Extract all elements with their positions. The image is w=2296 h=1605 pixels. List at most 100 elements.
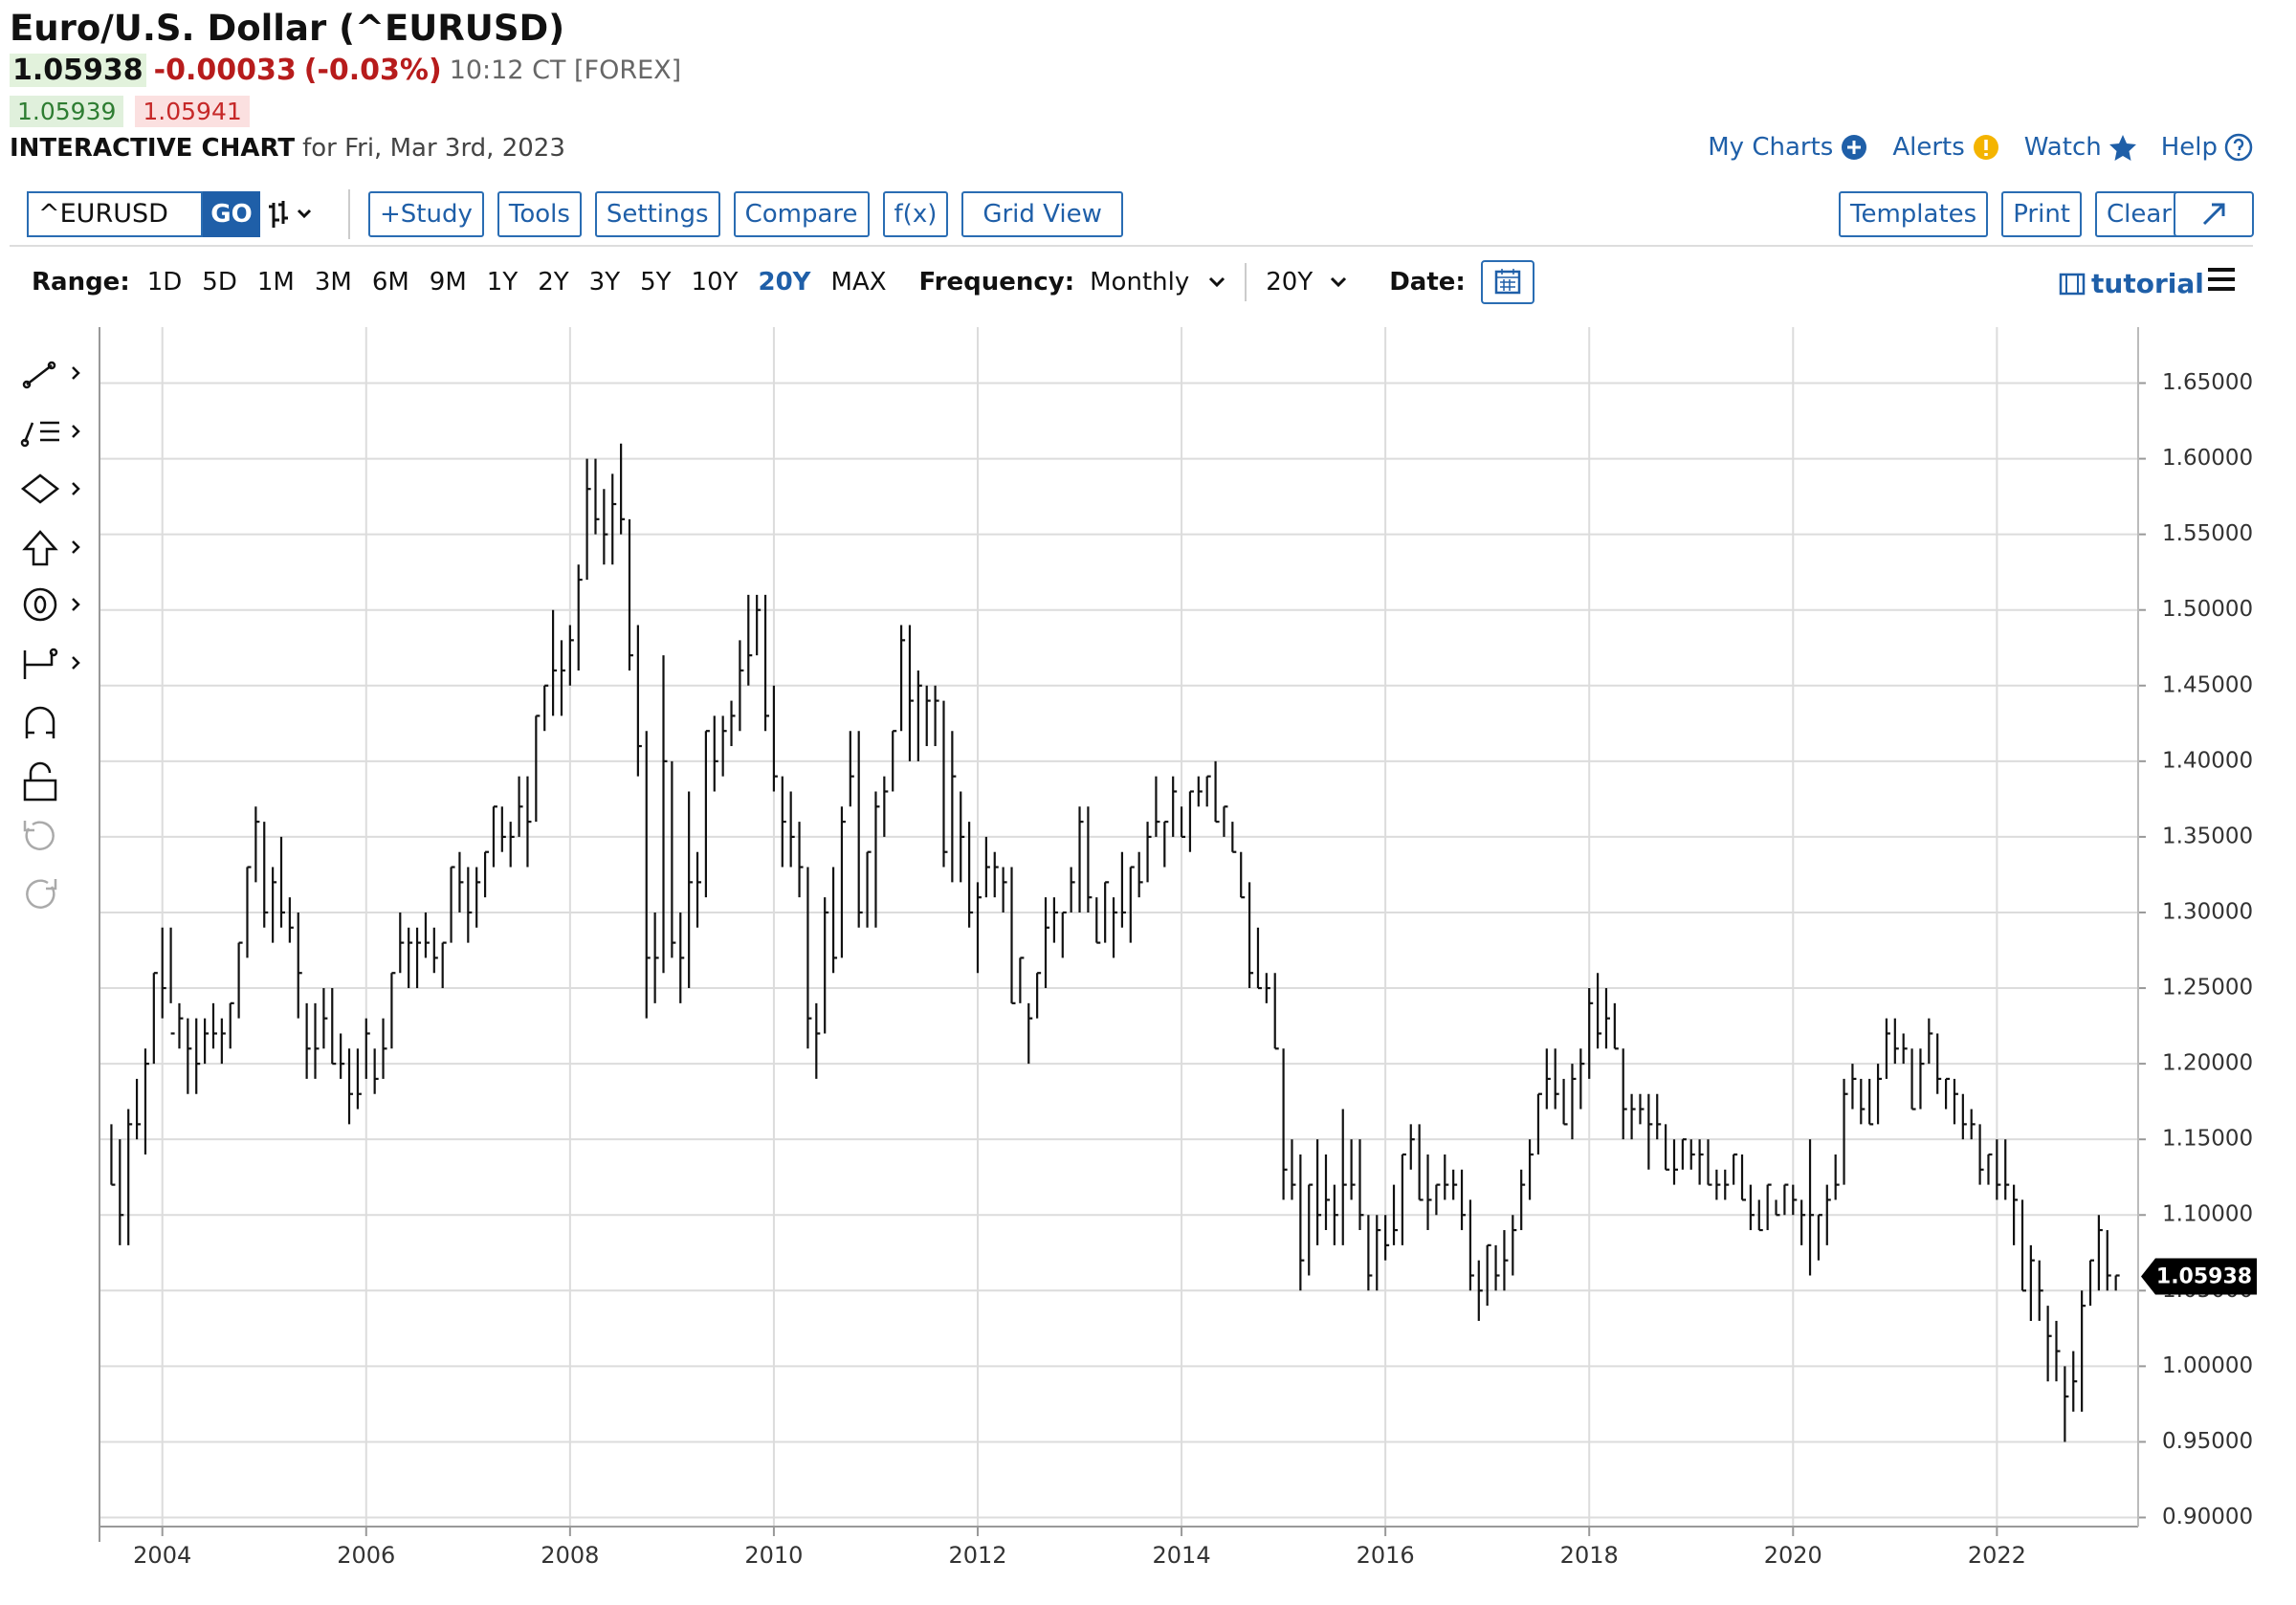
toolbar-button[interactable]: Tools — [497, 191, 582, 237]
bid: 1.05939 — [10, 96, 124, 127]
frequency[interactable]: Monthly — [1090, 268, 1190, 297]
tutorial[interactable]: tutorial — [2091, 268, 2204, 299]
range-option[interactable]: 5Y — [640, 268, 672, 297]
tool-text[interactable] — [23, 587, 80, 622]
calendar-button[interactable] — [1480, 260, 1534, 304]
x-tick-label: 2016 — [1357, 1542, 1415, 1569]
tool-measure[interactable] — [23, 648, 80, 679]
icon — [1973, 135, 1998, 160]
nav-icon — [2223, 132, 2254, 163]
chart: 0.900000.950001.000001.050001.100001.150… — [20, 327, 2257, 1569]
range-option[interactable]: 3M — [314, 268, 352, 297]
y-tick-label: 0.95000 — [2162, 1429, 2253, 1454]
icon — [1842, 135, 1867, 160]
x-tick-label: 2004 — [133, 1542, 191, 1569]
y-tick-label: 1.30000 — [2162, 899, 2253, 924]
toolbar-button[interactable]: Clear — [2095, 191, 2183, 237]
nav: My Charts Alerts Watch Help — [1708, 132, 2254, 163]
bar-type-icon[interactable] — [260, 191, 327, 237]
toolbar-left: +Study Tools Settings Compare f(x) Grid View — [368, 191, 1123, 237]
y-tick-label: 1.65000 — [2162, 370, 2253, 395]
toolbar-button[interactable]: Compare — [733, 191, 870, 237]
title: Euro/U.S. Dollar (^EURUSD) — [10, 8, 565, 49]
range-option[interactable]: 1Y — [486, 268, 519, 297]
x-tick-label: 2018 — [1560, 1542, 1619, 1569]
tool-undo[interactable] — [23, 821, 55, 850]
y-tick-label: 1.50000 — [2162, 597, 2253, 622]
range-option[interactable]: 20Y — [758, 268, 811, 297]
frequency-label: Frequency: — [918, 268, 1075, 297]
toolbar-button[interactable]: f(x) — [882, 191, 949, 237]
nav-label[interactable]: Alerts — [1892, 133, 1965, 162]
tool-magnet[interactable] — [25, 706, 55, 738]
symbol-box: ^EURUSD GO — [27, 191, 327, 237]
x-tick-label: 2014 — [1153, 1542, 1211, 1569]
bid-ask: 1.05939 1.05941 — [10, 96, 250, 127]
y-tick-label: 1.25000 — [2162, 976, 2253, 1000]
divider — [10, 245, 2253, 247]
quote-row: 1.05938 -0.00033 (-0.03%) 10:12 CT [FORE… — [10, 54, 681, 87]
tool-fib[interactable] — [20, 421, 80, 448]
range-option[interactable]: 1D — [146, 268, 183, 297]
frequency-caret[interactable] — [1189, 268, 1237, 297]
nav-label[interactable]: Help — [2160, 133, 2218, 162]
range-option[interactable]: 5D — [202, 268, 237, 297]
tool-redo[interactable] — [26, 879, 57, 909]
period[interactable]: 20Y — [1266, 268, 1314, 297]
nav-link[interactable]: My Charts — [1708, 132, 1869, 163]
toolbar-button[interactable]: Grid View — [961, 191, 1123, 237]
nav-link[interactable]: Alerts — [1892, 132, 2000, 163]
toolbar-button[interactable]: Settings — [594, 191, 720, 237]
range-option[interactable]: 9M — [429, 268, 467, 297]
x-tick-label: 2022 — [1968, 1542, 2026, 1569]
nav-icon — [1971, 132, 2001, 163]
period-caret[interactable] — [1313, 268, 1360, 297]
price-tag — [2141, 1258, 2257, 1295]
toolbar-button[interactable]: Print — [2001, 191, 2082, 237]
y-tick-label: 1.60000 — [2162, 446, 2253, 471]
range-label: Range: — [32, 268, 130, 297]
range-option[interactable]: 2Y — [538, 268, 569, 297]
tool-line[interactable] — [22, 361, 80, 389]
y-tick-label: 1.00000 — [2162, 1353, 2253, 1378]
range-option[interactable]: 10Y — [691, 268, 739, 297]
y-tick-label: 1.45000 — [2162, 672, 2253, 697]
ranges: 1D 5D 1M 3M 6M 9M 1Y 2Y 3Y 5Y 10Y 20Y MAX — [147, 268, 887, 297]
range-option[interactable]: MAX — [830, 268, 887, 297]
price-tag-label: 1.05938 — [2156, 1264, 2252, 1288]
toolbar-button[interactable]: Templates — [1839, 191, 1989, 237]
y-tick-label: 1.10000 — [2162, 1202, 2253, 1227]
y-tick-label: 1.40000 — [2162, 748, 2253, 773]
chart-heading: INTERACTIVE CHART for Fri, Mar 3rd, 2023 — [10, 134, 565, 163]
x-tick-label: 2020 — [1764, 1542, 1822, 1569]
y-tick-label: 1.15000 — [2162, 1127, 2253, 1152]
nav-icon — [1839, 132, 1869, 163]
range-option[interactable]: 3Y — [588, 268, 621, 297]
nav-label[interactable]: My Charts — [1708, 133, 1834, 162]
toolbar-right: Templates Print Clear — [1839, 191, 2183, 237]
nav-link[interactable]: Watch — [2024, 132, 2138, 163]
range-option[interactable]: 6M — [371, 268, 409, 297]
nav-link[interactable]: Help — [2161, 132, 2254, 163]
nav-label[interactable]: Watch — [2023, 133, 2102, 162]
ask: 1.05941 — [135, 96, 250, 127]
chart-label: INTERACTIVE CHART — [10, 134, 296, 163]
tutorial-link[interactable]: tutorial — [2059, 268, 2204, 299]
date-label: Date: — [1389, 268, 1466, 297]
menu-button[interactable] — [2206, 266, 2239, 295]
change: -0.00033 — [153, 54, 297, 87]
tool-arrow[interactable] — [22, 530, 80, 566]
symbol-input[interactable]: ^EURUSD — [27, 191, 203, 237]
tool-lock[interactable] — [23, 761, 57, 802]
y-tick-label: 1.35000 — [2162, 824, 2253, 848]
toolbar-button[interactable]: +Study — [368, 191, 484, 237]
x-tick-label: 2008 — [541, 1542, 599, 1569]
go-button[interactable]: GO — [203, 191, 260, 237]
icon — [2108, 135, 2136, 161]
separator — [348, 189, 350, 239]
range-option[interactable]: 1M — [256, 268, 295, 297]
quote-time: 10:12 CT [FOREX] — [449, 55, 682, 85]
expand-button[interactable] — [2174, 191, 2254, 237]
tool-shape[interactable] — [20, 473, 80, 504]
